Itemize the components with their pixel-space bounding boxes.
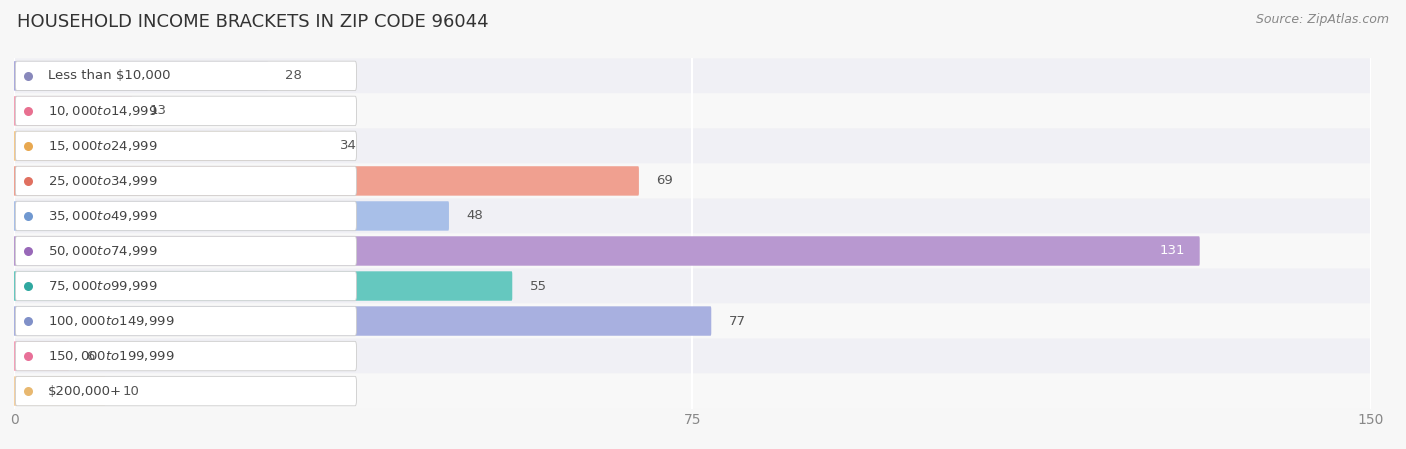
Text: 28: 28 [285,70,302,82]
Text: 131: 131 [1160,245,1185,257]
Text: $200,000+: $200,000+ [48,385,121,397]
FancyBboxPatch shape [13,306,711,336]
Text: $75,000 to $99,999: $75,000 to $99,999 [48,279,157,293]
Text: 69: 69 [657,175,673,187]
FancyBboxPatch shape [15,201,357,231]
FancyBboxPatch shape [15,341,357,371]
FancyBboxPatch shape [13,376,105,406]
Text: Less than $10,000: Less than $10,000 [48,70,170,82]
FancyBboxPatch shape [14,269,1371,304]
FancyBboxPatch shape [14,339,1371,374]
FancyBboxPatch shape [15,61,357,91]
FancyBboxPatch shape [15,376,357,406]
FancyBboxPatch shape [15,131,357,161]
Text: $15,000 to $24,999: $15,000 to $24,999 [48,139,157,153]
Text: $100,000 to $149,999: $100,000 to $149,999 [48,314,174,328]
Text: 34: 34 [340,140,357,152]
Text: $50,000 to $74,999: $50,000 to $74,999 [48,244,157,258]
FancyBboxPatch shape [13,341,69,371]
Text: $25,000 to $34,999: $25,000 to $34,999 [48,174,157,188]
Text: 77: 77 [728,315,745,327]
FancyBboxPatch shape [13,201,449,231]
FancyBboxPatch shape [14,58,1371,93]
Text: 55: 55 [530,280,547,292]
FancyBboxPatch shape [13,271,512,301]
FancyBboxPatch shape [15,271,357,301]
Text: 48: 48 [467,210,484,222]
Text: $10,000 to $14,999: $10,000 to $14,999 [48,104,157,118]
Text: 10: 10 [122,385,139,397]
FancyBboxPatch shape [13,236,1199,266]
FancyBboxPatch shape [14,374,1371,409]
FancyBboxPatch shape [14,163,1371,198]
FancyBboxPatch shape [14,233,1371,269]
FancyBboxPatch shape [14,93,1371,128]
Text: $35,000 to $49,999: $35,000 to $49,999 [48,209,157,223]
FancyBboxPatch shape [14,198,1371,233]
FancyBboxPatch shape [15,306,357,336]
Text: HOUSEHOLD INCOME BRACKETS IN ZIP CODE 96044: HOUSEHOLD INCOME BRACKETS IN ZIP CODE 96… [17,13,488,31]
Text: 13: 13 [150,105,167,117]
FancyBboxPatch shape [13,166,638,196]
Text: Source: ZipAtlas.com: Source: ZipAtlas.com [1256,13,1389,26]
FancyBboxPatch shape [13,131,322,161]
FancyBboxPatch shape [14,304,1371,339]
FancyBboxPatch shape [15,96,357,126]
Text: 6: 6 [86,350,94,362]
FancyBboxPatch shape [14,128,1371,163]
FancyBboxPatch shape [13,96,132,126]
FancyBboxPatch shape [13,61,269,91]
Text: $150,000 to $199,999: $150,000 to $199,999 [48,349,174,363]
FancyBboxPatch shape [15,166,357,196]
FancyBboxPatch shape [15,236,357,266]
